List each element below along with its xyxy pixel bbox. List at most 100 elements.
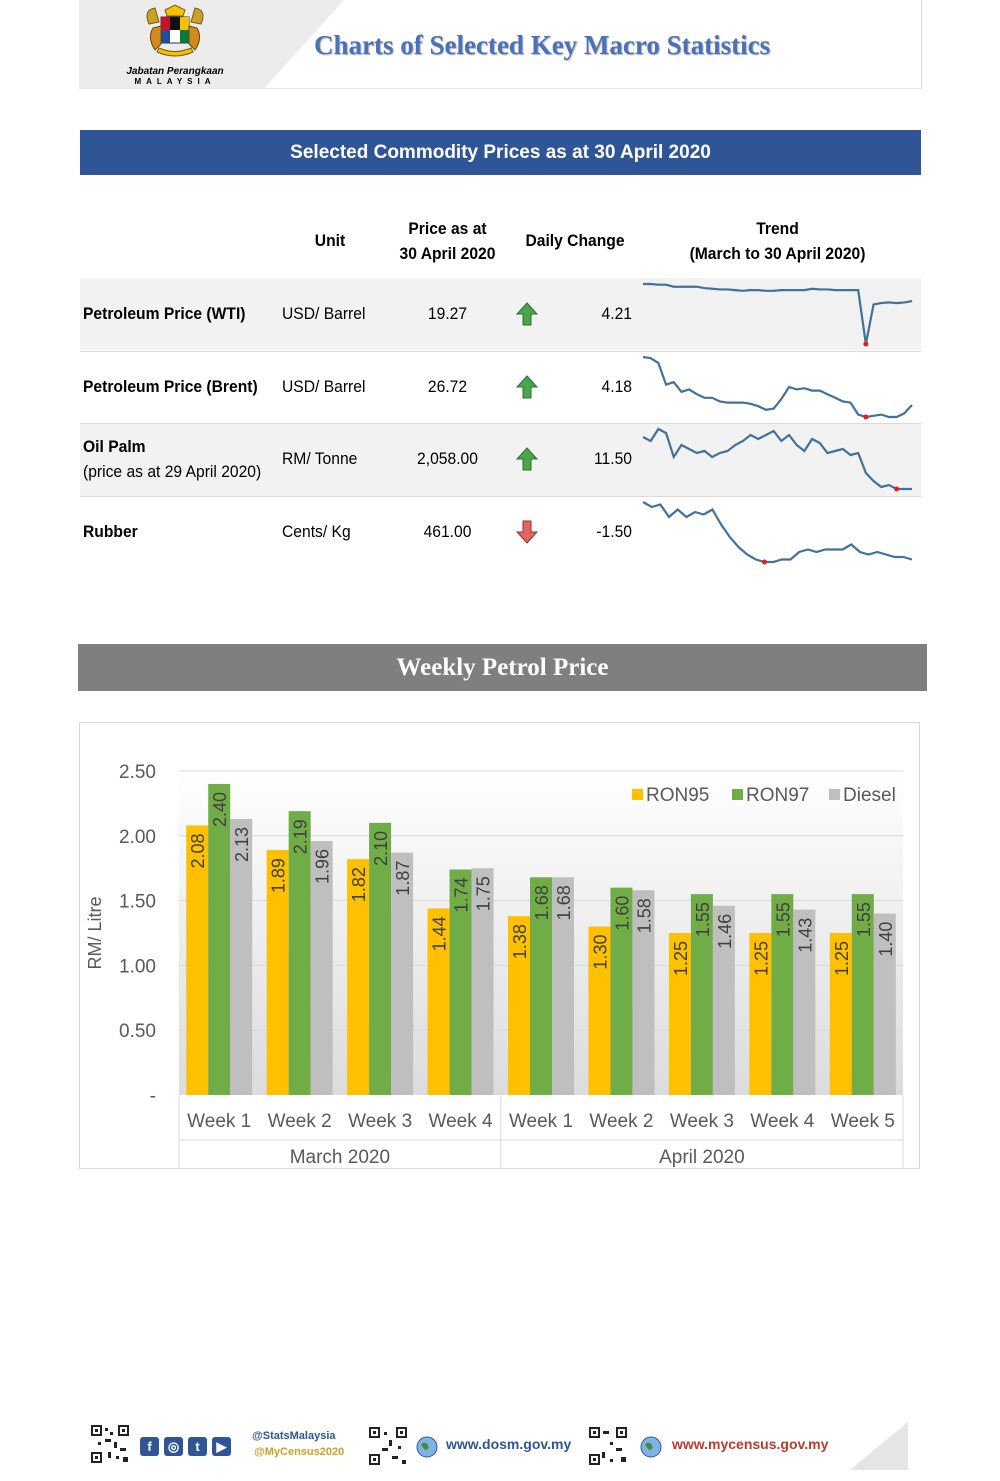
up-arrow-icon xyxy=(516,447,538,471)
instagram-icon[interactable]: ◎ xyxy=(164,1437,183,1456)
data-label: 1.55 xyxy=(693,902,713,937)
bar-ron95 xyxy=(749,933,772,1095)
data-label: 2.40 xyxy=(210,792,230,827)
x-tick-label: Week 2 xyxy=(589,1111,653,1132)
y-tick-label: 2.50 xyxy=(119,762,156,783)
column-header-daily-change: Daily Change xyxy=(525,231,625,250)
data-label: 1.55 xyxy=(854,902,874,937)
data-label: 2.08 xyxy=(188,833,208,868)
data-label: 1.43 xyxy=(795,918,815,953)
commodity-name: Petroleum Price (WTI) xyxy=(83,304,246,323)
data-label: 1.58 xyxy=(634,898,654,933)
data-label: 1.38 xyxy=(510,924,530,959)
qr-code-icon xyxy=(90,1424,130,1464)
legend-label: Diesel xyxy=(843,785,896,806)
data-label: 1.44 xyxy=(430,916,450,951)
y-tick-label: 0.50 xyxy=(119,1021,156,1042)
data-label: 1.40 xyxy=(876,922,896,957)
bar-ron95 xyxy=(347,859,370,1095)
x-group-label: April 2020 xyxy=(659,1147,745,1168)
bar-ron95 xyxy=(427,908,450,1095)
data-label: 1.89 xyxy=(269,858,289,893)
bar-ron95 xyxy=(829,933,852,1095)
bar-diesel xyxy=(632,890,655,1095)
trend-sparkline xyxy=(642,427,912,492)
bar-ron97 xyxy=(610,887,633,1095)
agency-name: Jabatan Perangkaan xyxy=(126,66,224,77)
bar-ron97 xyxy=(449,869,472,1095)
youtube-icon[interactable]: ▶ xyxy=(212,1437,231,1456)
commodity-unit: Cents/ Kg xyxy=(282,522,351,541)
qr-code-icon xyxy=(368,1426,408,1466)
trend-low-marker xyxy=(761,559,767,565)
trend-sparkline xyxy=(643,282,913,347)
trend-line xyxy=(642,427,912,491)
x-tick-label: Week 2 xyxy=(268,1111,332,1132)
globe-icon xyxy=(416,1436,438,1458)
page-header xyxy=(79,0,922,89)
x-tick-label: Week 1 xyxy=(187,1111,251,1132)
bar-diesel xyxy=(310,840,333,1095)
facebook-icon[interactable]: f xyxy=(140,1437,159,1456)
daily-change: -1.50 xyxy=(596,522,632,541)
data-label: 1.74 xyxy=(452,877,472,912)
y-axis-label: RM/ Litre xyxy=(85,896,105,969)
data-label: 1.96 xyxy=(313,849,333,884)
commodity-name: Petroleum Price (Brent) xyxy=(83,377,258,396)
commodity-unit: USD/ Barrel xyxy=(282,377,366,396)
commodity-price: 19.27 xyxy=(427,304,468,323)
globe-icon xyxy=(640,1436,662,1458)
data-label: 1.55 xyxy=(773,902,793,937)
website-link[interactable]: www.dosm.gov.my xyxy=(446,1436,572,1452)
bar-ron95 xyxy=(668,933,691,1095)
census-handle: @MyCensus2020 xyxy=(254,1446,345,1458)
trend-low-marker xyxy=(894,486,900,492)
daily-change: 4.18 xyxy=(601,377,632,396)
x-tick-label: Week 5 xyxy=(831,1111,895,1132)
bar-ron97 xyxy=(208,783,231,1095)
commodity-price: 461.00 xyxy=(423,522,472,541)
page-title: Charts of Selected Key Macro Statistics xyxy=(314,30,771,60)
data-label: 1.25 xyxy=(832,941,852,976)
bar-diesel xyxy=(873,913,896,1095)
trend-line xyxy=(642,355,913,419)
bar-ron95 xyxy=(508,916,530,1095)
census-website-link[interactable]: www.mycensus.gov.my xyxy=(672,1436,829,1452)
data-label: 1.25 xyxy=(671,941,691,976)
data-label: 1.82 xyxy=(349,867,369,902)
bar-diesel xyxy=(793,909,816,1095)
commodity-price: 2,058.00 xyxy=(417,449,478,468)
bar-ron97 xyxy=(369,822,392,1095)
table-row xyxy=(80,351,921,424)
y-tick-label: 1.50 xyxy=(119,892,156,913)
data-label: 1.68 xyxy=(554,885,574,920)
coat-of-arms-logo xyxy=(146,4,204,57)
column-header-trend: Trend (March to 30 April 2020) xyxy=(689,219,866,263)
bar-diesel xyxy=(391,852,414,1095)
social-handle: @StatsMalaysia xyxy=(252,1430,336,1442)
up-arrow-icon xyxy=(516,302,538,326)
commodity-note: (price as at 29 April 2020) xyxy=(83,462,262,481)
agency-country: MALAYSIA xyxy=(134,77,216,86)
data-label: 1.30 xyxy=(590,935,610,970)
legend-swatch xyxy=(632,789,643,800)
commodity-banner: Selected Commodity Prices as at 30 April… xyxy=(80,130,921,175)
table-row xyxy=(80,423,921,496)
column-header-unit: Unit xyxy=(314,231,346,250)
x-tick-label: Week 4 xyxy=(750,1111,815,1132)
data-label: 1.68 xyxy=(532,885,552,920)
legend-label: RON95 xyxy=(646,785,709,806)
data-label: 1.87 xyxy=(393,861,413,896)
commodity-unit: RM/ Tonne xyxy=(282,449,358,468)
bar-ron97 xyxy=(690,894,713,1095)
bar-diesel xyxy=(552,877,574,1095)
bar-diesel xyxy=(712,905,735,1095)
up-arrow-icon xyxy=(516,375,538,399)
twitter-icon[interactable]: t xyxy=(188,1437,207,1456)
bar-ron95 xyxy=(266,850,289,1095)
legend-swatch xyxy=(829,789,840,800)
x-tick-label: Week 3 xyxy=(348,1111,412,1132)
petrol-banner: Weekly Petrol Price xyxy=(78,644,927,691)
data-label: 2.13 xyxy=(232,827,252,862)
